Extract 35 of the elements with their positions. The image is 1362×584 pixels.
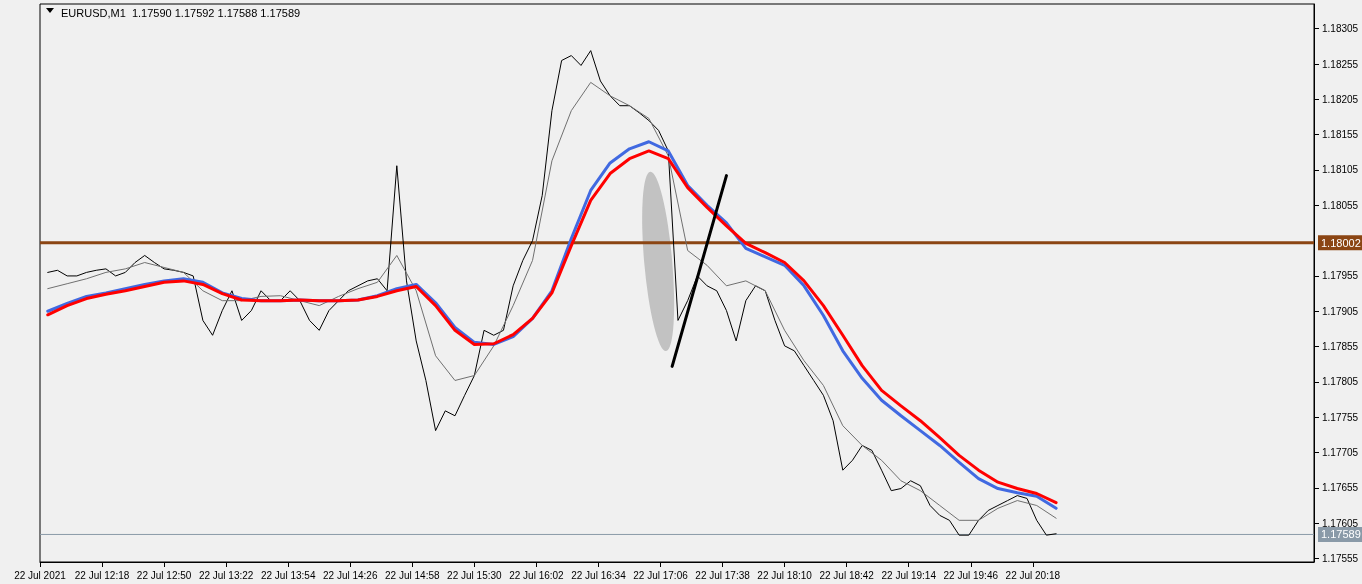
y-tick-label: 1.17805 [1322,376,1359,388]
x-tick-label: 22 Jul 14:58 [385,569,440,581]
y-tick-label: 1.18155 [1322,129,1359,141]
x-tick-label: 22 Jul 17:06 [633,569,689,581]
y-tick-label: 1.18305 [1322,23,1359,35]
y-tick-label: 1.18105 [1322,164,1359,176]
x-tick-label: 22 Jul 14:26 [323,569,378,581]
ref-line-label: 1.17589 [1321,528,1361,541]
y-tick-label: 1.17855 [1322,341,1359,353]
y-tick-label: 1.17905 [1322,305,1359,317]
x-tick-label: 22 Jul 20:18 [1005,569,1061,581]
x-tick-label: 22 Jul 18:42 [819,569,875,581]
y-tick-label: 1.17605 [1322,517,1359,529]
x-tick-label: 22 Jul 13:22 [198,569,254,581]
x-tick-label: 22 Jul 13:54 [260,569,316,581]
y-tick-label: 1.17705 [1322,447,1359,459]
x-tick-label: 22 Jul 19:46 [943,569,999,581]
x-tick-label: 22 Jul 18:10 [757,569,813,581]
y-tick-label: 1.17555 [1322,552,1359,564]
y-tick-label: 1.18255 [1322,58,1359,70]
x-tick-label: 22 Jul 16:34 [571,569,627,581]
ref-line-label: 1.18002 [1321,236,1361,249]
y-tick-label: 1.17755 [1322,411,1359,423]
x-tick-label: 22 Jul 16:02 [509,569,565,581]
chart-title: EURUSD,M1 1.17590 1.17592 1.17588 1.17589 [61,6,301,19]
x-tick-label: 22 Jul 12:50 [136,569,192,581]
x-tick-label: 22 Jul 15:30 [447,569,503,581]
x-tick-label: 22 Jul 12:18 [74,569,130,581]
x-tick-label: 22 Jul 19:14 [881,569,937,581]
y-tick-label: 1.17655 [1322,482,1359,494]
y-tick-label: 1.17955 [1322,270,1359,282]
x-tick-label: 22 Jul 17:38 [695,569,751,581]
x-tick-label: 22 Jul 2021 [14,569,67,581]
y-tick-label: 1.18205 [1322,93,1359,105]
y-tick-label: 1.18055 [1322,199,1359,211]
